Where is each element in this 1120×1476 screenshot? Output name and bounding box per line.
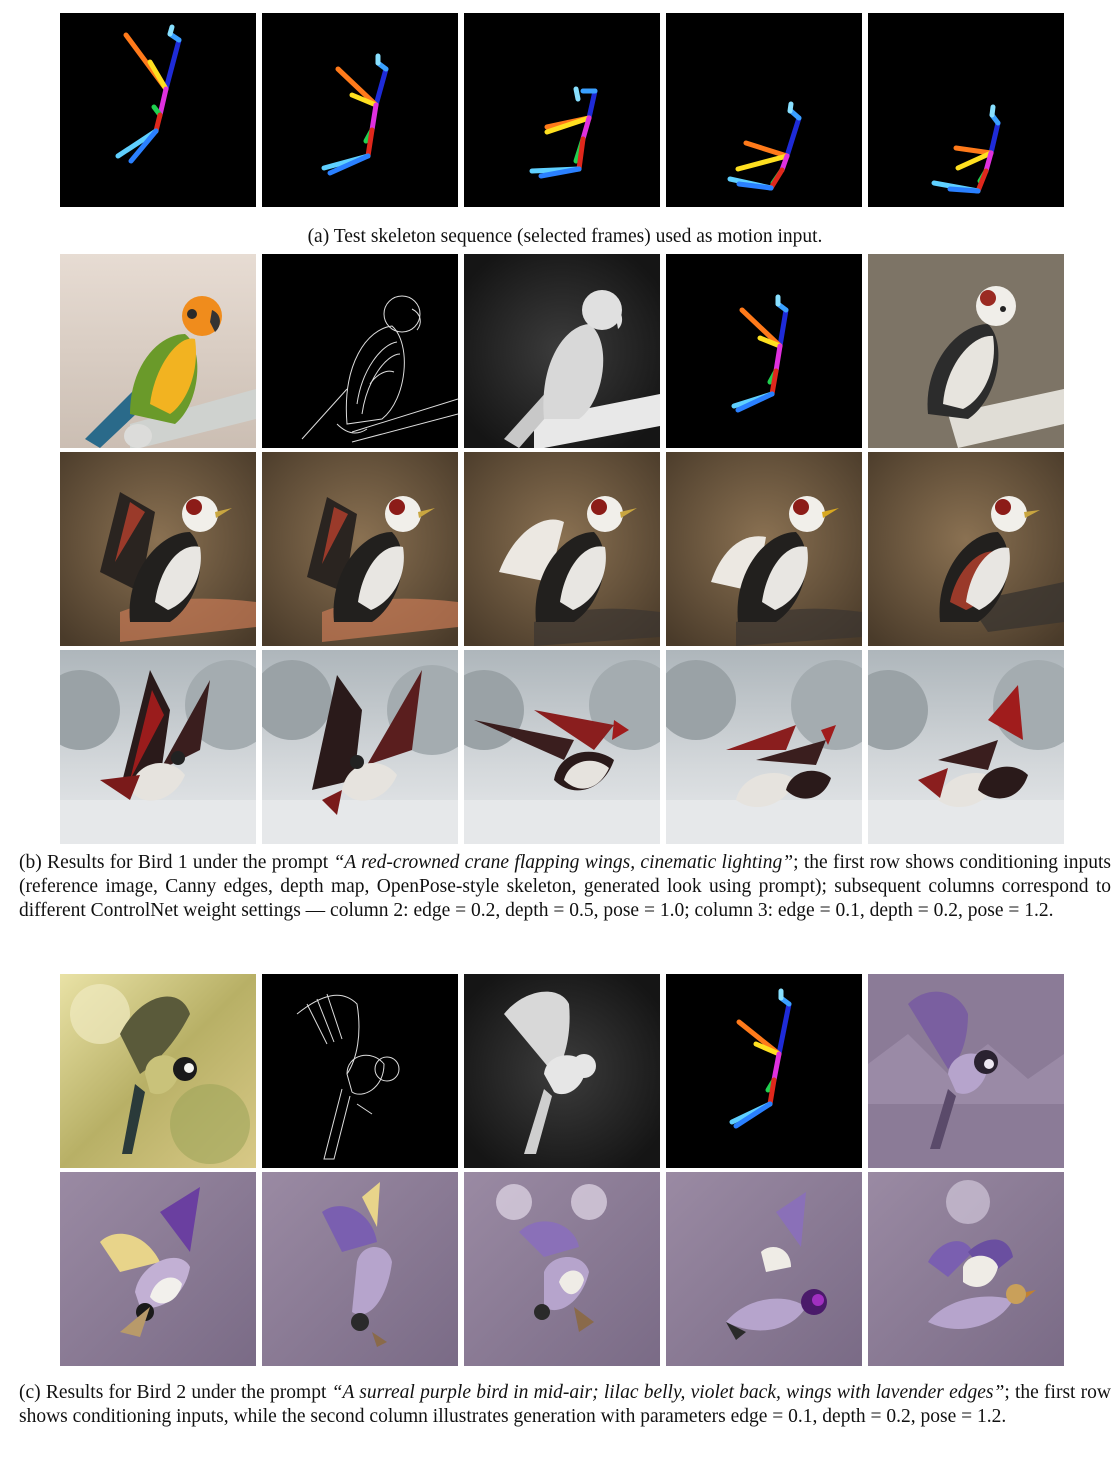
caption-c: (c) Results for Bird 2 under the prompt … bbox=[19, 1381, 1111, 1429]
skeleton-frame-4 bbox=[666, 13, 862, 207]
bird2-result-lilac-1 bbox=[60, 1172, 256, 1366]
bird2-result-lilac-5 bbox=[868, 1172, 1064, 1366]
caption-a: (a) Test skeleton sequence (selected fra… bbox=[307, 226, 823, 247]
skeleton-frame-3 bbox=[464, 13, 660, 207]
skeleton-frame-2 bbox=[262, 13, 458, 207]
bird2-result-lilac-3 bbox=[464, 1172, 660, 1366]
bird1-result-snow-4 bbox=[666, 650, 862, 844]
bird2-reference-image bbox=[60, 974, 256, 1168]
bird1-generated-look bbox=[868, 254, 1064, 448]
bird2-result-lilac-4 bbox=[666, 1172, 862, 1366]
bird1-result-snow-5 bbox=[868, 650, 1064, 844]
bird2-canny-edges bbox=[262, 974, 458, 1168]
caption-c-label: (c) Results for Bird 2 under the prompt bbox=[19, 1382, 332, 1403]
caption-c-rest: ; the first row shows conditioning input… bbox=[19, 1382, 1112, 1427]
bird1-depth-map bbox=[464, 254, 660, 448]
bird2-results-grid bbox=[60, 974, 1066, 1366]
bird2-depth-map bbox=[464, 974, 660, 1168]
bird1-canny-edges bbox=[262, 254, 458, 448]
caption-b-label: (b) Results for Bird 1 under the prompt bbox=[19, 852, 334, 873]
bird1-result-sepia-1 bbox=[60, 452, 256, 646]
bird1-openpose-skeleton bbox=[666, 254, 862, 448]
bird1-reference-image bbox=[60, 254, 256, 448]
bird2-generated-look bbox=[868, 974, 1064, 1168]
bird1-results-grid bbox=[60, 254, 1066, 844]
caption-b: (b) Results for Bird 1 under the prompt … bbox=[19, 851, 1111, 923]
caption-c-prompt: “A surreal purple bird in mid-air; lilac… bbox=[331, 1382, 1005, 1403]
skeleton-frame-5 bbox=[868, 13, 1064, 207]
bird1-result-sepia-5 bbox=[868, 452, 1064, 646]
bird2-result-lilac-2 bbox=[262, 1172, 458, 1366]
caption-b-rest: ; the first row shows conditioning input… bbox=[19, 852, 1111, 921]
skeleton-frame-1 bbox=[60, 13, 256, 207]
caption-b-prompt: “A red-crowned crane flapping wings, cin… bbox=[333, 852, 794, 873]
bird1-result-snow-3 bbox=[464, 650, 660, 844]
bird1-result-snow-2 bbox=[262, 650, 458, 844]
skeleton-sequence-grid bbox=[60, 13, 1066, 207]
bird1-result-sepia-3 bbox=[464, 452, 660, 646]
bird1-result-snow-1 bbox=[60, 650, 256, 844]
bird1-result-sepia-2 bbox=[262, 452, 458, 646]
bird1-result-sepia-4 bbox=[666, 452, 862, 646]
bird2-openpose-skeleton bbox=[666, 974, 862, 1168]
